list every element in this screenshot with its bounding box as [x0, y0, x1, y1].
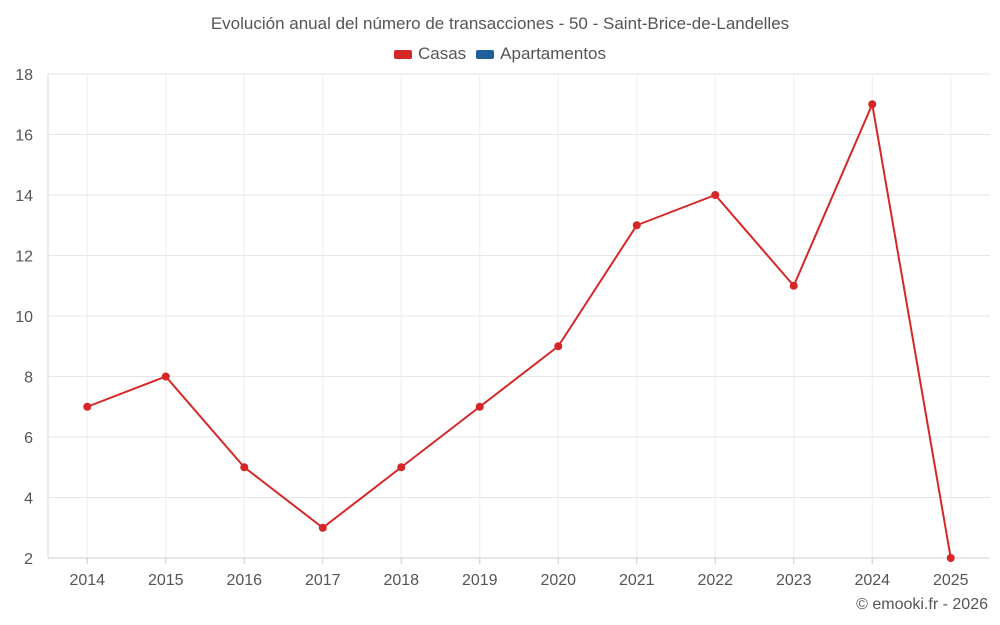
x-tick-label: 2023 — [776, 572, 812, 589]
data-point — [946, 554, 955, 562]
chart-title: Evolución anual del número de transaccio… — [210, 14, 790, 33]
data-point — [475, 402, 484, 411]
data-point — [83, 402, 92, 411]
y-tick-label: 6 — [24, 430, 33, 447]
x-tick-label: 2020 — [540, 572, 576, 589]
legend-label-apartamentos: Apartamentos — [500, 44, 607, 63]
x-tick-label: 2015 — [148, 572, 184, 589]
y-tick-label: 8 — [24, 370, 33, 387]
x-tick-label: 2019 — [462, 572, 498, 589]
y-tick-label: 18 — [15, 67, 33, 84]
y-tick-label: 4 — [24, 491, 33, 508]
y-tick-label: 12 — [15, 249, 33, 266]
x-tick-label: 2016 — [226, 572, 262, 589]
data-point — [868, 100, 877, 109]
data-point — [711, 191, 720, 199]
y-tick-label: 2 — [24, 551, 33, 568]
x-tick-label: 2018 — [383, 572, 419, 589]
y-tick-label: 14 — [15, 188, 33, 205]
legend-swatch-casas — [393, 49, 412, 59]
legend: Casas Apartamentos — [0, 44, 1000, 64]
legend-label-casas: Casas — [417, 44, 467, 63]
data-point — [240, 463, 249, 472]
series-line-casas — [86, 103, 952, 559]
y-tick-label: 10 — [15, 309, 33, 326]
data-point — [554, 342, 563, 351]
x-tick-label: 2021 — [619, 572, 655, 589]
x-tick-label: 2025 — [933, 572, 969, 589]
legend-swatch-apartamentos — [476, 49, 495, 59]
data-point — [161, 372, 170, 381]
x-tick-label: 2014 — [69, 572, 105, 589]
copyright-text: © emooki.fr - 2026 — [856, 596, 988, 613]
x-tick-label: 2017 — [305, 572, 341, 589]
data-point — [632, 221, 641, 230]
data-point — [789, 281, 798, 290]
legend-item-apartamentos[interactable]: Apartamentos — [476, 44, 606, 64]
data-point — [397, 463, 406, 472]
data-point — [318, 523, 327, 532]
y-tick-label: 16 — [15, 128, 33, 145]
x-tick-label: 2022 — [697, 572, 733, 589]
legend-item-casas[interactable]: Casas — [393, 44, 467, 64]
x-tick-label: 2024 — [854, 572, 890, 589]
